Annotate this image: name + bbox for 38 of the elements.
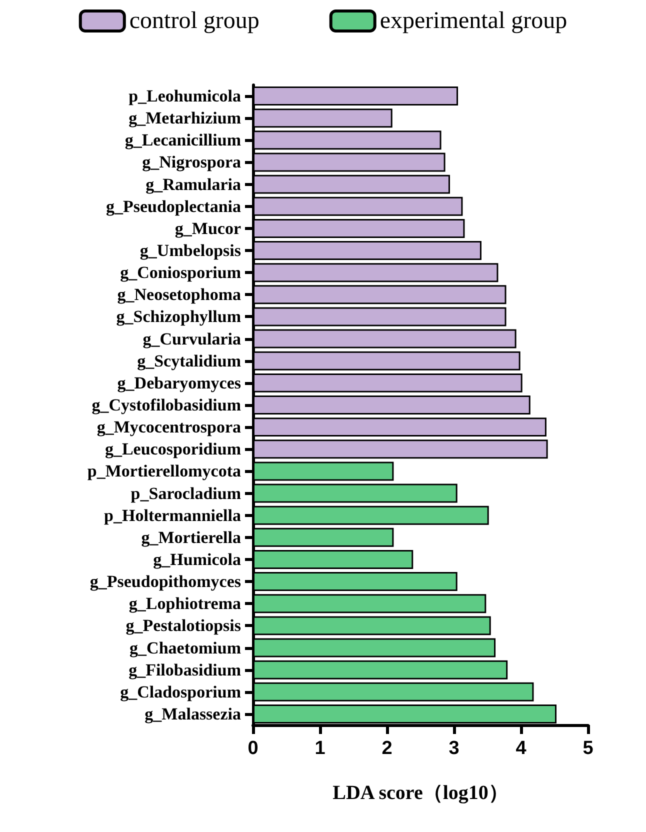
y-tick-label: g_Humicola	[153, 550, 242, 569]
y-tick-label: g_Pseudoplectania	[106, 196, 242, 216]
x-tick-label: 0	[248, 738, 258, 759]
y-tick-label: g_Mortierella	[141, 528, 242, 547]
y-tick-label: g_Coniosporium	[120, 263, 241, 282]
y-tick-label: g_Debaryomyces	[117, 373, 242, 392]
y-tick-label: g_Nigrospora	[142, 152, 242, 172]
x-tick-label: 5	[582, 738, 594, 759]
legend-label: experimental group	[380, 8, 568, 34]
x-tick-label: 1	[314, 738, 326, 759]
y-tick-label: g_Metarhizium	[128, 108, 241, 128]
y-tick-label: g_Schizophyllum	[116, 307, 241, 326]
y-tick-label: p_Holtermanniella	[104, 506, 242, 525]
x-axis-title: LDA score（log10）	[332, 782, 508, 804]
y-tick-label: g_Lophiotrema	[128, 594, 242, 614]
y-tick-label: p_Sarocladium	[130, 484, 241, 503]
y-tick-label: g_Pestalotiopsis	[126, 616, 242, 636]
legend-label: control group	[129, 8, 260, 34]
y-tick-label: g_Curvularia	[142, 329, 242, 348]
y-tick-label: p_Leohumicola	[128, 86, 242, 106]
y-tick-label: g_Malassezia	[144, 704, 242, 724]
y-tick-label: g_Filobasidium	[128, 660, 241, 680]
y-tick-label: g_Umbelopsis	[140, 241, 242, 260]
y-tick-label: g_Scytalidium	[137, 351, 241, 370]
y-tick-label: p_Mortierellomycota	[87, 462, 242, 481]
y-tick-label: g_Mucor	[174, 218, 242, 238]
y-tick-label: g_Neosetophoma	[117, 285, 242, 304]
y-tick-label: g_Leucosporidium	[104, 440, 241, 459]
x-tick-label: 3	[448, 738, 460, 759]
y-tick-label: g_Lecanicillium	[124, 130, 241, 150]
y-tick-label: g_Ramularia	[146, 174, 242, 194]
x-tick-label: 2	[382, 738, 392, 759]
y-tick-label: g_Pseudopithomyces	[90, 572, 242, 592]
y-tick-label: g_Cystofilobasidium	[92, 396, 241, 414]
y-tick-label: g_Mycocentrospora	[96, 418, 242, 437]
x-tick-label: 4	[516, 738, 527, 759]
y-tick-label: g_Chaetomium	[130, 638, 241, 658]
y-tick-label: g_Cladosporium	[120, 682, 241, 702]
